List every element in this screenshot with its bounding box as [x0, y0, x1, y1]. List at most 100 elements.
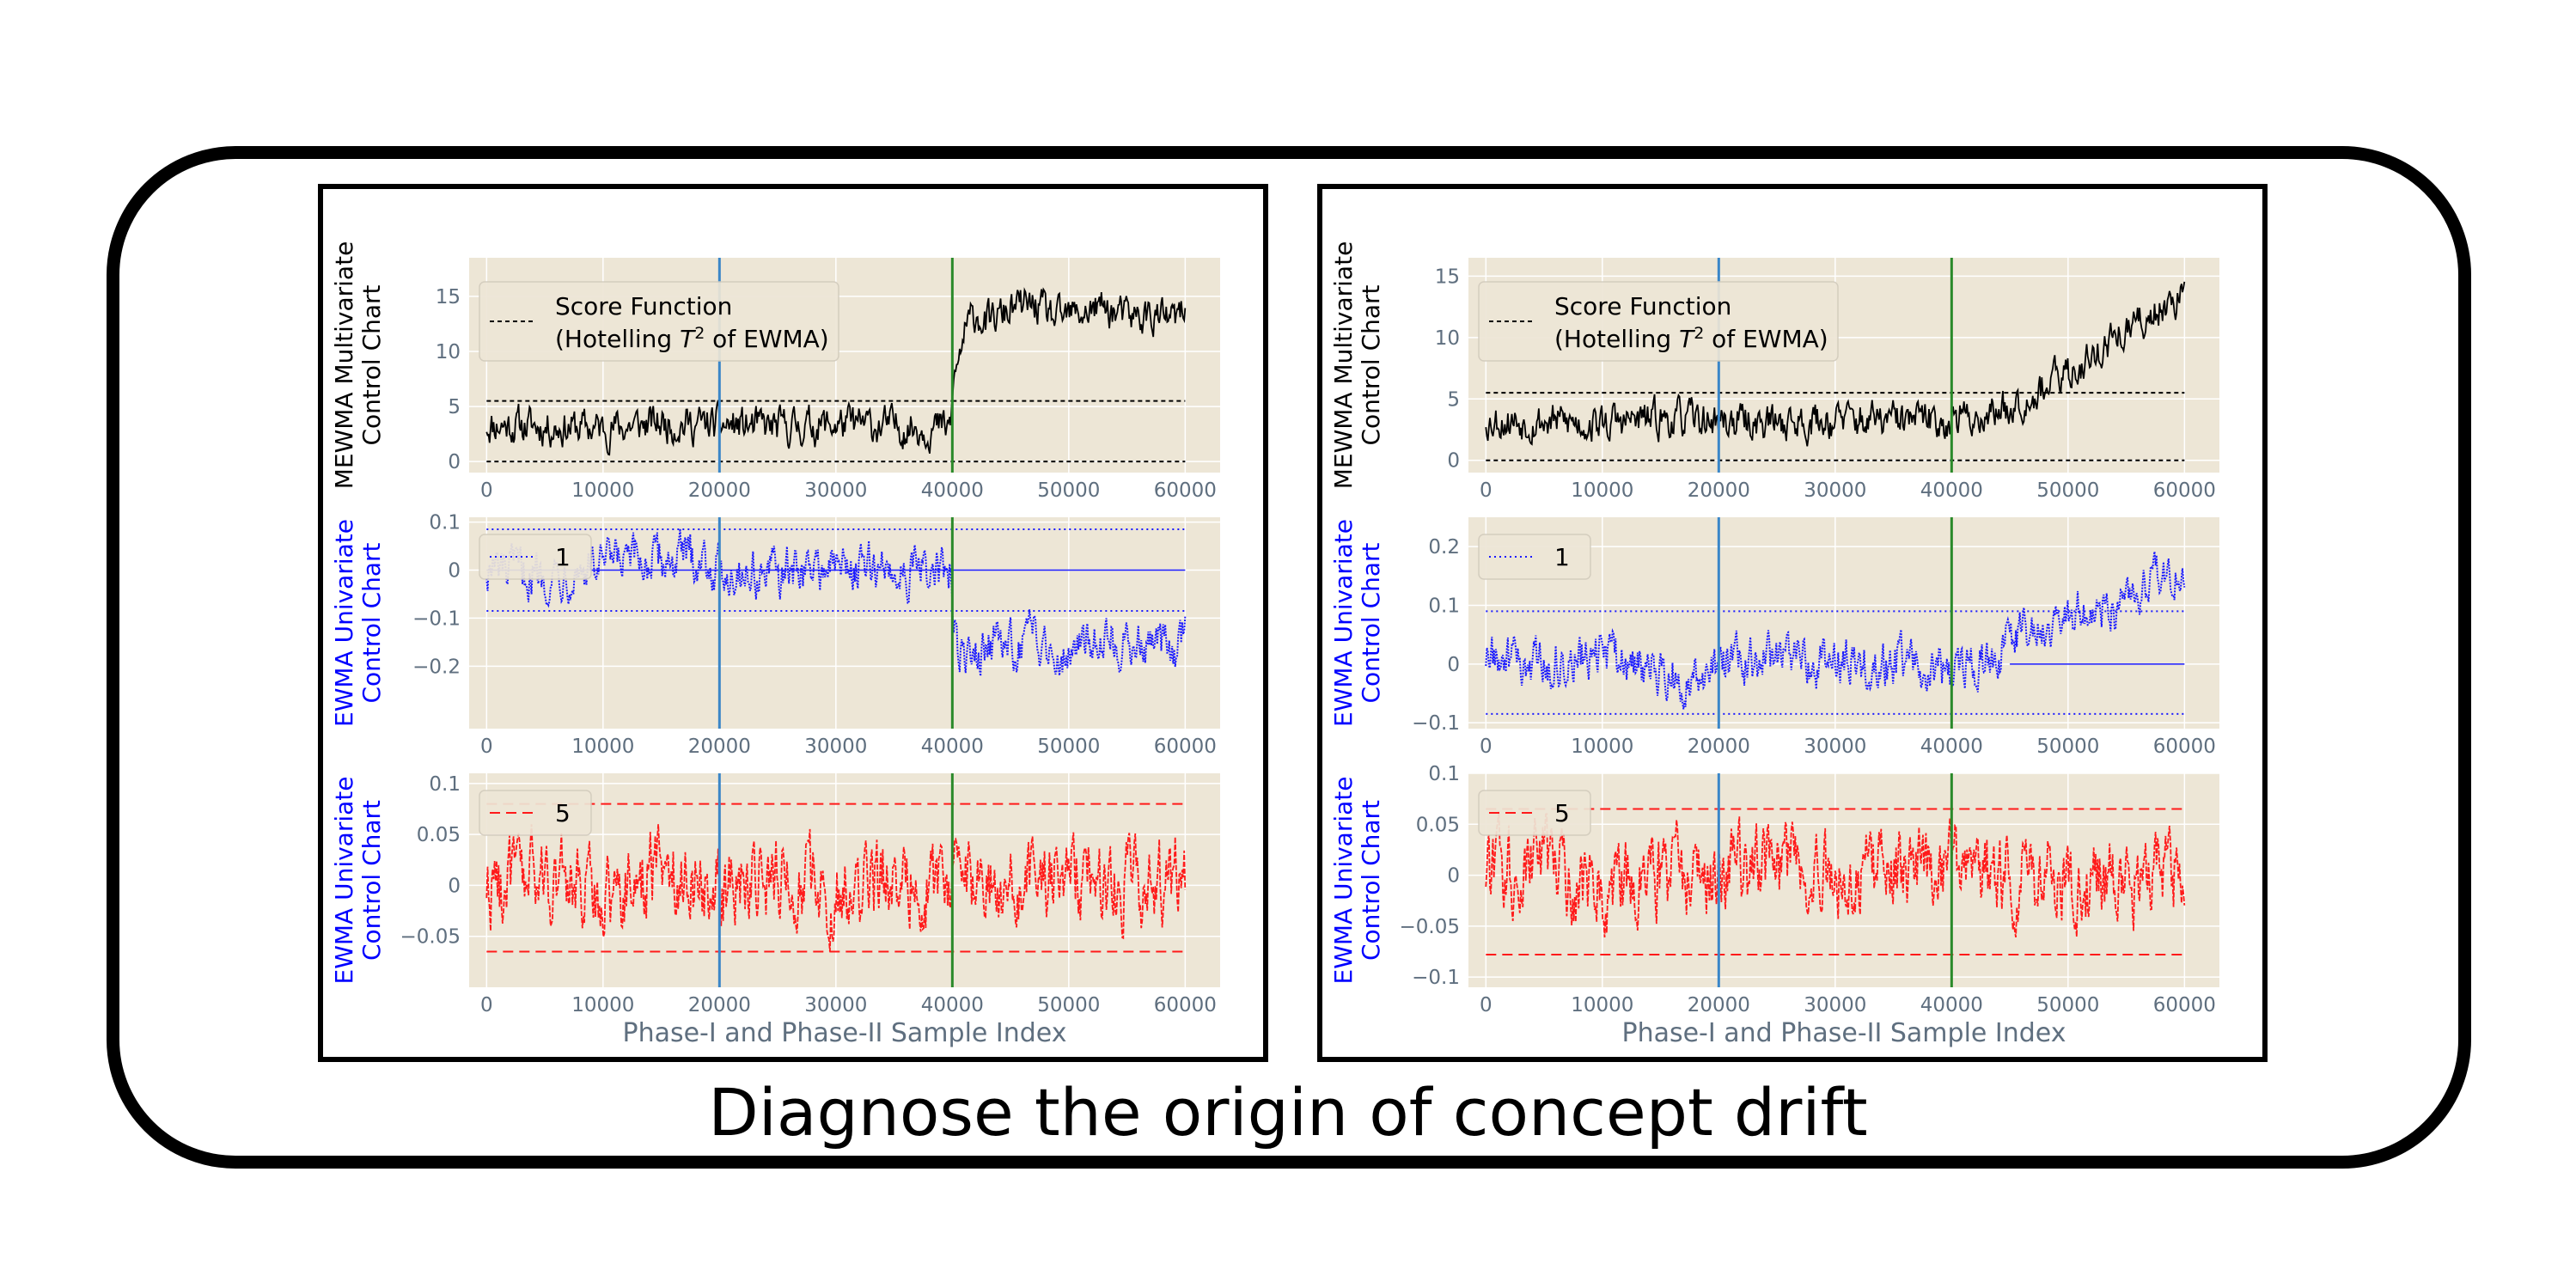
x-tick-label: 50000 — [2036, 994, 2099, 1016]
left-chart-svg: 0 10000 20000 30000 40000 50000 60000051015MEW… — [330, 241, 1220, 1048]
x-tick-label: 60000 — [2153, 736, 2216, 758]
x-tick-label: 40000 — [1920, 479, 1983, 502]
y-tick-label: −0.1 — [1412, 712, 1460, 735]
series-line — [1485, 281, 2186, 447]
x-axis-label: Phase-I and Phase-II Sample Index — [622, 1018, 1066, 1048]
x-tick-label: 30000 — [1804, 994, 1866, 1016]
y-axis-label: MEWMA MultivariateControl Chart — [330, 241, 386, 490]
y-axis-label-line: EWMA Univariate — [330, 777, 358, 985]
legend-label-suffix: of EWMA) — [705, 325, 828, 353]
y-axis-label-line: EWMA Univariate — [330, 519, 358, 727]
y-tick-label: 0.05 — [417, 824, 461, 846]
x-axis-label: Phase-I and Phase-II Sample Index — [1621, 1018, 2066, 1048]
y-tick-label: −0.05 — [1400, 916, 1460, 938]
x-tick-label: 30000 — [1804, 736, 1866, 758]
x-tick-label: 60000 — [1154, 736, 1217, 758]
y-axis-label-line: Control Chart — [1357, 542, 1385, 703]
x-tick-label: 20000 — [1688, 736, 1750, 758]
y-axis-label: EWMA UnivariateControl Chart — [1329, 777, 1385, 985]
x-tick-label: 0 — [480, 736, 493, 758]
x-tick-label: 20000 — [688, 736, 751, 758]
x-tick-label: 60000 — [2153, 994, 2216, 1016]
y-tick-label: −0.1 — [1412, 967, 1460, 989]
series-line — [1485, 551, 2186, 710]
y-axis-label-line: MEWMA Multivariate — [330, 241, 358, 490]
legend-label-superscript: 2 — [694, 324, 705, 343]
x-tick-label: 0 — [480, 479, 493, 502]
x-tick-label: 30000 — [804, 736, 867, 758]
y-axis-label-line: Control Chart — [357, 542, 386, 703]
subplot-2: 0 10000 20000 30000 40000 50000 60000 0.2 0.1 0 −0… — [1329, 517, 2219, 758]
y-axis-label-line: Control Chart — [1357, 284, 1385, 445]
legend-label-superscript: 2 — [1694, 324, 1704, 343]
legend-label: (Hotelling T2 of EWMA) — [555, 324, 829, 353]
x-tick-label: 0 — [1480, 479, 1492, 502]
y-tick-label: 0.05 — [1416, 814, 1460, 836]
x-tick-label: 60000 — [1154, 479, 1217, 502]
x-tick-label: 0 — [480, 994, 493, 1016]
y-tick-label: 0.1 — [1428, 595, 1460, 618]
legend-label: (Hotelling T2 of EWMA) — [1554, 324, 1828, 353]
x-tick-label: 20000 — [688, 994, 751, 1016]
y-tick-label: 0 — [1447, 450, 1460, 473]
legend-label-symbol: T — [680, 325, 696, 353]
legend-box — [479, 790, 592, 836]
y-axis-label: MEWMA MultivariateControl Chart — [1329, 241, 1385, 490]
x-tick-label: 50000 — [2036, 479, 2099, 502]
y-tick-label: 5 — [448, 396, 461, 418]
x-tick-label: 10000 — [571, 736, 634, 758]
y-axis-label: EWMA UnivariateControl Chart — [330, 519, 386, 727]
x-tick-label: 10000 — [571, 994, 634, 1016]
subplot-3: 0 10000 20000 30000 40000 50000 60000 0.1 0.05 0 −… — [330, 773, 1220, 1016]
y-axis-label-line: EWMA Univariate — [1329, 777, 1358, 985]
x-tick-label: 40000 — [921, 479, 984, 502]
y-tick-label: 0.1 — [429, 773, 461, 796]
subplot-1: 0 10000 20000 30000 40000 50000 60000 0 5 10 15 MEW… — [330, 241, 1220, 502]
x-tick-label: 30000 — [1804, 479, 1866, 502]
y-tick-label: 10 — [436, 341, 461, 363]
y-axis-label-line: MEWMA Multivariate — [1329, 241, 1358, 490]
subplot-2: 0 10000 20000 30000 40000 50000 60000 0.1 0 −0.1 −… — [330, 512, 1220, 758]
x-tick-label: 30000 — [804, 479, 867, 502]
figure-caption: Diagnose the origin of concept drift — [708, 1074, 1868, 1151]
x-tick-label: 40000 — [921, 736, 984, 758]
legend-label: 5 — [1554, 799, 1570, 827]
x-tick-label: 50000 — [2036, 736, 2099, 758]
y-tick-label: 0 — [1447, 865, 1460, 888]
legend-label: 1 — [555, 543, 571, 571]
series-line — [485, 528, 1187, 676]
y-tick-label: −0.1 — [412, 607, 461, 630]
legend-label-suffix: of EWMA) — [1704, 325, 1828, 353]
y-tick-label: 0.1 — [429, 512, 461, 534]
x-tick-label: 60000 — [1154, 994, 1217, 1016]
legend-box — [479, 281, 839, 362]
y-tick-label: 0.1 — [1428, 763, 1460, 785]
y-axis-label: EWMA UnivariateControl Chart — [1329, 519, 1385, 727]
y-tick-label: 0.2 — [1428, 536, 1460, 559]
series-line — [485, 287, 1187, 456]
y-axis-label-line: Control Chart — [357, 800, 386, 961]
y-tick-label: 10 — [1435, 327, 1460, 350]
x-tick-label: 10000 — [571, 479, 634, 502]
left-figure-panel: 0 10000 20000 30000 40000 50000 60000 0 5 10 15 MEW… — [318, 184, 1268, 1062]
y-axis-label: EWMA UnivariateControl Chart — [330, 777, 386, 985]
legend-box — [1478, 790, 1591, 836]
x-tick-label: 40000 — [1920, 736, 1983, 758]
legend-box — [479, 534, 592, 580]
y-axis-label-line: Control Chart — [1357, 800, 1385, 961]
x-tick-label: 30000 — [804, 994, 867, 1016]
x-tick-label: 50000 — [1037, 479, 1100, 502]
y-tick-label: −0.05 — [400, 926, 461, 949]
x-tick-label: 0 — [1480, 736, 1492, 758]
right-figure-panel: 0 10000 20000 30000 40000 50000 60000 0 5 10 15 MEW… — [1317, 184, 2268, 1062]
series-line — [485, 824, 1187, 952]
y-tick-label: 15 — [1435, 266, 1460, 288]
y-tick-label: −0.2 — [412, 656, 461, 678]
plot-background — [469, 517, 1220, 729]
x-tick-label: 20000 — [1688, 994, 1750, 1016]
series-line — [1485, 810, 2186, 937]
y-tick-label: 5 — [1447, 388, 1460, 411]
y-tick-label: 0 — [448, 451, 461, 473]
subplot-1: 0 10000 20000 30000 40000 50000 60000 0 5 10 15 MEW… — [1329, 241, 2219, 502]
x-tick-label: 0 — [1480, 994, 1492, 1016]
